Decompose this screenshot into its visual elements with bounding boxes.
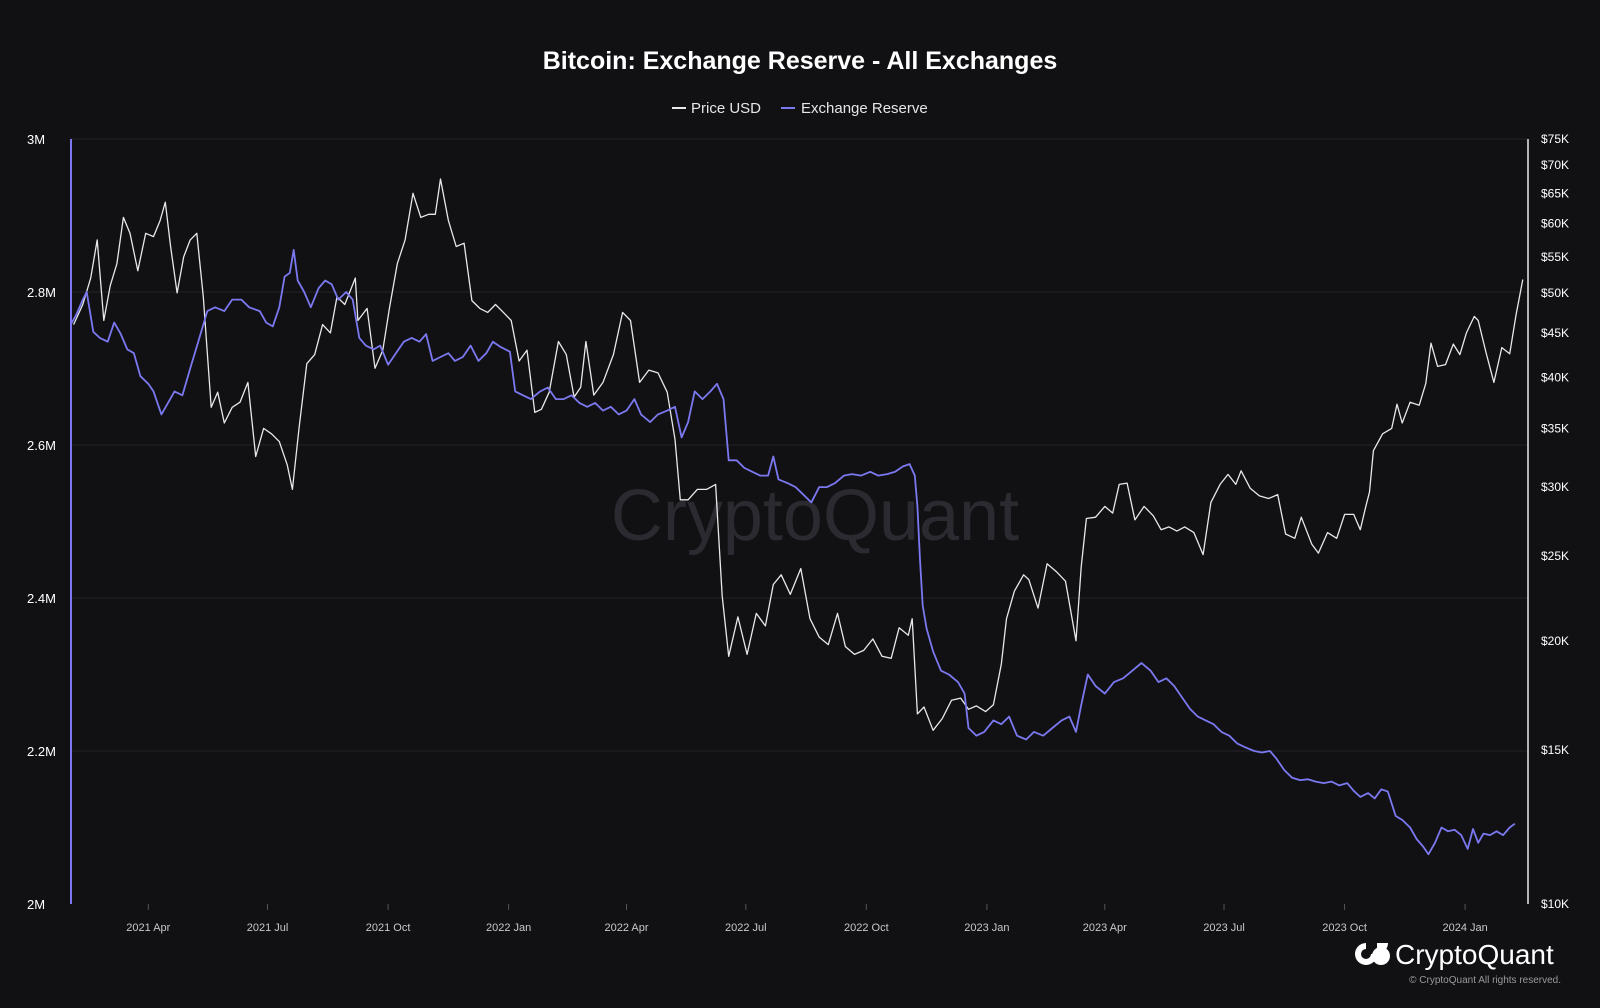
right-tick-label: $70K xyxy=(1541,158,1569,172)
left-tick-label: 2.4M xyxy=(27,591,56,606)
right-tick-label: $50K xyxy=(1541,286,1569,300)
gridlines xyxy=(71,138,1528,752)
left-axis-ticks: 2M 2.2M 2.4M 2.6M 2.8M 3M xyxy=(27,132,56,912)
x-tick-label: 2021 Jul xyxy=(247,922,289,934)
right-tick-label: $25K xyxy=(1541,549,1569,563)
x-tick-label: 2021 Apr xyxy=(126,922,170,934)
price-usd-line xyxy=(73,178,1524,731)
right-tick-label: $35K xyxy=(1541,421,1569,435)
cryptoquant-logo-icon xyxy=(1355,943,1390,965)
left-tick-label: 2M xyxy=(27,897,45,912)
x-tick-label: 2021 Oct xyxy=(366,922,411,934)
right-tick-label: $75K xyxy=(1541,132,1569,146)
right-tick-label: $20K xyxy=(1541,634,1569,648)
right-tick-label: $60K xyxy=(1541,217,1569,231)
x-tick-label: 2022 Jul xyxy=(725,922,767,934)
left-tick-label: 3M xyxy=(27,132,45,147)
right-tick-label: $10K xyxy=(1541,897,1569,911)
right-tick-label: $40K xyxy=(1541,371,1569,385)
right-tick-label: $55K xyxy=(1541,250,1569,264)
x-tick-label: 2022 Jan xyxy=(486,922,531,934)
exchange-reserve-line xyxy=(70,249,1516,856)
right-axis-ticks: $10K $15K $20K $25K $30K $35K $40K $45K $50K $55K… xyxy=(1541,132,1569,911)
series-layer xyxy=(70,178,1524,856)
chart-title: Bitcoin: Exchange Reserve - All Exchange… xyxy=(543,47,1058,75)
x-tick-label: 2022 Apr xyxy=(605,922,649,934)
x-axis-ticks: 2021 Apr 2021 Jul 2021 Oct 2022 Jan 2022 Apr… xyxy=(126,904,1488,934)
x-tick-label: 2023 Apr xyxy=(1083,922,1127,934)
right-tick-label: $15K xyxy=(1541,743,1569,757)
right-tick-label: $65K xyxy=(1541,186,1569,200)
x-tick-label: 2022 Oct xyxy=(844,922,889,934)
left-tick-label: 2.2M xyxy=(27,744,56,759)
x-tick-label: 2024 Jan xyxy=(1442,922,1487,934)
brand-logo: CryptoQuant xyxy=(1355,939,1554,970)
brand-name: CryptoQuant xyxy=(1395,939,1554,970)
legend: Price USD Exchange Reserve xyxy=(672,100,928,117)
right-tick-label: $45K xyxy=(1541,326,1569,340)
left-tick-label: 2.6M xyxy=(27,438,56,453)
watermark: CryptoQuant xyxy=(611,476,1019,556)
x-tick-label: 2023 Oct xyxy=(1322,922,1367,934)
legend-label-reserve: Exchange Reserve xyxy=(801,100,928,117)
x-tick-label: 2023 Jan xyxy=(964,922,1009,934)
legend-item-price[interactable]: Price USD xyxy=(672,100,761,117)
legend-label-price: Price USD xyxy=(691,100,761,117)
right-tick-label: $30K xyxy=(1541,480,1569,494)
copyright: © CryptoQuant All rights reserved. xyxy=(1409,975,1561,986)
left-tick-label: 2.8M xyxy=(27,285,56,300)
legend-item-reserve[interactable]: Exchange Reserve xyxy=(781,100,928,117)
x-tick-label: 2023 Jul xyxy=(1203,922,1245,934)
